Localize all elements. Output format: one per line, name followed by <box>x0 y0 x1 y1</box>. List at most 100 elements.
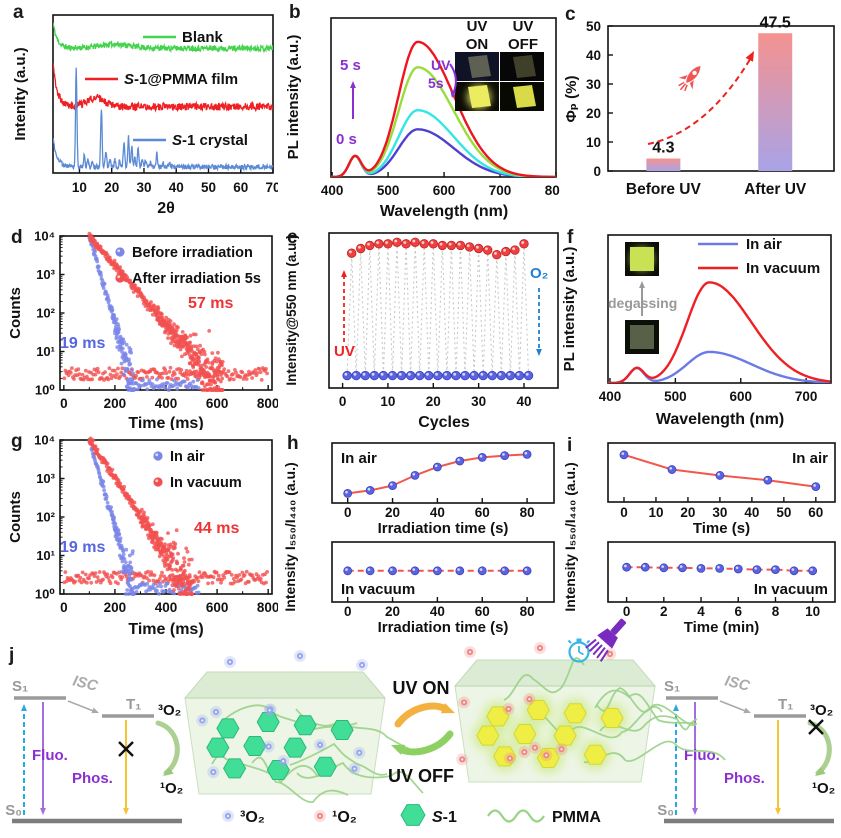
svg-text:10⁰: 10⁰ <box>35 383 55 398</box>
svg-text:¹O₂: ¹O₂ <box>812 780 835 797</box>
panel-letter-h: h <box>287 433 299 454</box>
svg-text:In vacuum: In vacuum <box>746 260 820 277</box>
svg-text:400: 400 <box>321 183 344 198</box>
svg-text:0 s: 0 s <box>336 131 357 148</box>
svg-text:Before irradiation: Before irradiation <box>132 245 253 261</box>
svg-text:30: 30 <box>586 77 601 92</box>
svg-text:60: 60 <box>233 180 248 195</box>
decay-legend: Before irradiation After irradiation 5s <box>115 245 261 287</box>
svg-text:44 ms: 44 ms <box>194 520 239 537</box>
panel-letter-i: i <box>567 435 573 456</box>
svg-text:S-1: S-1 <box>432 809 457 826</box>
panel-letter-c: c <box>565 4 576 25</box>
ratio-subpanel-In-vacuum: 0 2 4 6 8 10 Time (min) In vacuum <box>607 541 836 636</box>
degassing-photo-inset: degassing <box>608 242 677 354</box>
svg-text:0: 0 <box>339 394 347 409</box>
decay-points <box>62 231 269 392</box>
decay-points <box>62 436 269 596</box>
svg-text:In vacuum: In vacuum <box>170 475 242 491</box>
svg-text:Wavelength (nm): Wavelength (nm) <box>656 411 784 428</box>
svg-text:10³: 10³ <box>36 471 55 486</box>
svg-text:80: 80 <box>520 505 535 520</box>
panel-f-svg: 400 500 600 700 Wavelength (nm) PL intensity … <box>561 234 832 428</box>
svg-text:0: 0 <box>623 604 631 619</box>
svg-text:In air: In air <box>792 450 828 467</box>
xrd-series <box>53 22 273 172</box>
uv-lamp-icon <box>585 618 627 662</box>
svg-text:UV ON: UV ON <box>392 678 449 698</box>
lifetime-labels: 19 ms 44 ms <box>60 520 239 556</box>
panel-letter-f: f <box>567 227 574 248</box>
svg-text:ON: ON <box>466 36 489 53</box>
panel-letter-e: e <box>287 227 298 248</box>
cycles-axes: 0 10 20 30 40 Cycles Intensity@550 nm (a.u.) <box>284 232 559 431</box>
svg-text:0: 0 <box>593 164 601 179</box>
panel-d-decay-chart: 0 200 400 600 800 10⁰ 10¹ 10² 10³ 10⁴ Time (ms) Cou… <box>7 228 279 433</box>
svg-text:8: 8 <box>772 604 780 619</box>
svg-text:400: 400 <box>155 600 178 615</box>
ratio-ylabel: Intensity I₅₅₀/I₄₄₀ (a.u.) <box>282 462 298 611</box>
svg-text:S₀: S₀ <box>5 802 22 819</box>
svg-text:0: 0 <box>344 505 352 520</box>
svg-text:UV: UV <box>513 18 534 35</box>
pl-curves <box>331 40 556 177</box>
ratio-ylabel: Intensity I₅₅₀/I₄₄₀ (a.u.) <box>562 462 578 611</box>
svg-text:10¹: 10¹ <box>36 344 55 359</box>
svg-text:60: 60 <box>475 604 490 619</box>
svg-text:³O₂: ³O₂ <box>810 702 833 719</box>
svg-text:ISC: ISC <box>71 672 101 695</box>
panel-letter-d: d <box>11 227 23 248</box>
svg-text:In air: In air <box>746 236 782 253</box>
svg-text:19 ms: 19 ms <box>60 335 105 352</box>
svg-text:30: 30 <box>471 394 486 409</box>
svg-text:20: 20 <box>104 180 119 195</box>
svg-text:degassing: degassing <box>608 295 677 311</box>
cycle-points <box>342 237 534 381</box>
svg-text:19 ms: 19 ms <box>60 539 105 556</box>
panel-g-decay-chart: 0 200 400 600 800 10⁰ 10¹ 10² 10³ 10⁴ Time (ms) Cou… <box>7 432 279 639</box>
svg-text:4.3: 4.3 <box>652 140 674 157</box>
increase-arrow-annotation <box>647 51 754 145</box>
svg-text:30: 30 <box>712 505 727 520</box>
svg-text:10³: 10³ <box>36 267 55 282</box>
stopwatch-icon <box>567 638 591 663</box>
ratio-subpanel-In-vacuum: 0 20 40 60 80 Irradiation time (s) In vacuum <box>331 541 555 636</box>
svg-text:After irradiation 5s: After irradiation 5s <box>132 271 261 287</box>
svg-text:Cycles: Cycles <box>418 414 470 430</box>
svg-text:20: 20 <box>385 505 400 520</box>
svg-text:Wavelength (nm): Wavelength (nm) <box>380 203 508 220</box>
panel-i-ratio-chart: Intensity I₅₅₀/I₄₄₀ (a.u.) 0 10 20 30 40 50 60 T… <box>562 432 841 645</box>
uv-o2-annotations: UV O₂ <box>334 265 548 360</box>
svg-text:Time (min): Time (min) <box>684 619 760 636</box>
svg-text:500: 500 <box>664 389 687 404</box>
panel-b-svg: 400 500 600 700 800 Wavelength (nm) PL intensi… <box>285 17 567 220</box>
svg-text:600: 600 <box>206 600 229 615</box>
svg-text:5 s: 5 s <box>340 57 361 74</box>
panel-h-ratio-chart: Intensity I₅₅₀/I₄₄₀ (a.u.) 0 20 40 60 80 Irrad… <box>282 432 560 645</box>
svg-text:40: 40 <box>430 505 445 520</box>
svg-text:10: 10 <box>586 135 601 150</box>
svg-text:800: 800 <box>545 183 560 198</box>
svg-text:400: 400 <box>155 396 178 411</box>
svg-text:50: 50 <box>776 505 791 520</box>
rocket-icon <box>678 66 701 92</box>
cycle-connectors <box>346 242 530 376</box>
svg-text:70: 70 <box>265 180 278 195</box>
svg-text:0: 0 <box>620 505 628 520</box>
svg-text:40: 40 <box>169 180 184 195</box>
panel-a-xrd-chart: 10 20 30 40 50 60 70 2θ Intenity (a.u.) Blank S-1@… <box>8 4 281 225</box>
lifetime-labels: 19 ms 57 ms <box>60 295 233 352</box>
svg-text:10⁴: 10⁴ <box>34 229 55 244</box>
svg-text:10: 10 <box>805 604 820 619</box>
svg-text:10¹: 10¹ <box>36 548 55 563</box>
svg-text:700: 700 <box>489 183 512 198</box>
panel-letter-b: b <box>289 2 301 23</box>
svg-text:600: 600 <box>729 389 752 404</box>
panel-i-svg: Intensity I₅₅₀/I₄₄₀ (a.u.) 0 10 20 30 40 50 60T… <box>562 442 836 636</box>
svg-text:T₁: T₁ <box>778 696 793 713</box>
svg-text:In vacuum: In vacuum <box>341 581 415 598</box>
decay-axes: 0 200 400 600 800 10⁰ 10¹ 10² 10³ 10⁴ Time (ms) Cou… <box>7 433 279 639</box>
svg-text:PL intensity (a.u.): PL intensity (a.u.) <box>285 35 302 160</box>
svg-text:0: 0 <box>344 604 352 619</box>
